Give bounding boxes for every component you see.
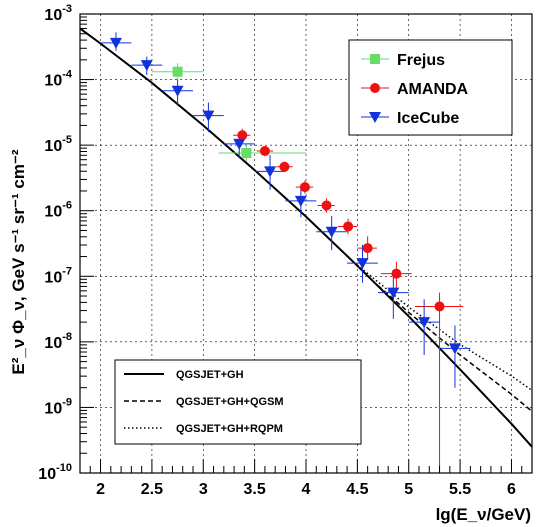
amanda-point xyxy=(343,221,354,232)
y-tick-label: 10-3 xyxy=(44,3,72,24)
icecube-point xyxy=(418,317,431,329)
amanda-point xyxy=(259,146,270,157)
marker-legend: Frejus AMANDA IceCube xyxy=(348,39,513,136)
icecube-point xyxy=(448,343,461,355)
legend-marker-icecube xyxy=(369,112,381,123)
icecube-point xyxy=(325,226,338,238)
legend-label-qgsjet-gh-rqpm: QGSJET+GH+RQPM xyxy=(176,423,283,435)
legend-label-icecube: IceCube xyxy=(397,110,459,127)
frejus-point xyxy=(241,148,252,159)
icecube-point xyxy=(109,37,122,49)
x-tick-label: 6 xyxy=(507,481,516,498)
x-tick-label: 5.5 xyxy=(449,481,471,498)
y-axis-label: E²_ν Φ_ν, GeV s⁻¹ sr⁻¹ cm⁻² xyxy=(9,149,28,374)
legend-marker-amanda xyxy=(370,83,380,93)
icecube-point xyxy=(294,195,307,207)
amanda-point xyxy=(321,200,332,211)
legend-label-qgsjet-gh: QGSJET+GH xyxy=(176,369,244,381)
legend-label-frejus: Frejus xyxy=(397,52,445,69)
frejus-point xyxy=(172,66,183,77)
curve-qgsjet-gh-rqpm xyxy=(356,264,533,392)
x-tick-label: 2 xyxy=(96,481,105,498)
y-tick-label: 10-6 xyxy=(44,200,72,221)
y-tick-label: 10-4 xyxy=(44,69,72,90)
y-tick-label: 10-7 xyxy=(44,265,72,286)
legend-label-amanda: AMANDA xyxy=(397,81,469,98)
amanda-point xyxy=(434,301,445,312)
curve-qgsjet-gh xyxy=(79,27,533,448)
icecube-point xyxy=(233,138,246,150)
icecube-point xyxy=(140,60,153,72)
icecube-point xyxy=(264,166,277,178)
amanda-point xyxy=(362,243,373,254)
x-tick-label: 4 xyxy=(302,481,311,498)
x-tick-label: 4.5 xyxy=(346,481,368,498)
icecube-point xyxy=(387,287,400,299)
amanda-point xyxy=(391,268,402,279)
data-markers xyxy=(109,37,461,355)
y-tick-label: 10-10 xyxy=(38,462,72,483)
y-tick-label: 10-8 xyxy=(44,331,72,352)
x-tick-label: 3 xyxy=(199,481,208,498)
y-tick-label: 10-9 xyxy=(44,396,72,417)
icecube-point xyxy=(356,258,369,270)
x-tick-label: 2.5 xyxy=(141,481,163,498)
amanda-point xyxy=(279,161,290,172)
y-tick-label: 10-5 xyxy=(44,134,72,155)
icecube-point xyxy=(202,110,215,122)
line-legend: QGSJET+GH QGSJET+GH+QGSM QGSJET+GH+RQPM xyxy=(114,359,362,445)
legend-marker-frejus xyxy=(370,54,380,64)
icecube-point xyxy=(171,85,184,97)
x-axis-label: lg(E_ν/GeV) xyxy=(436,505,531,524)
amanda-point xyxy=(237,130,248,141)
x-tick-label: 3.5 xyxy=(244,481,266,498)
x-tick-label: 5 xyxy=(404,481,413,498)
axis-ticks xyxy=(80,13,523,474)
amanda-point xyxy=(299,182,310,193)
curve-qgsjet-gh-qgsm xyxy=(377,284,533,412)
legend-label-qgsjet-gh-qgsm: QGSJET+GH+QGSM xyxy=(176,396,284,408)
